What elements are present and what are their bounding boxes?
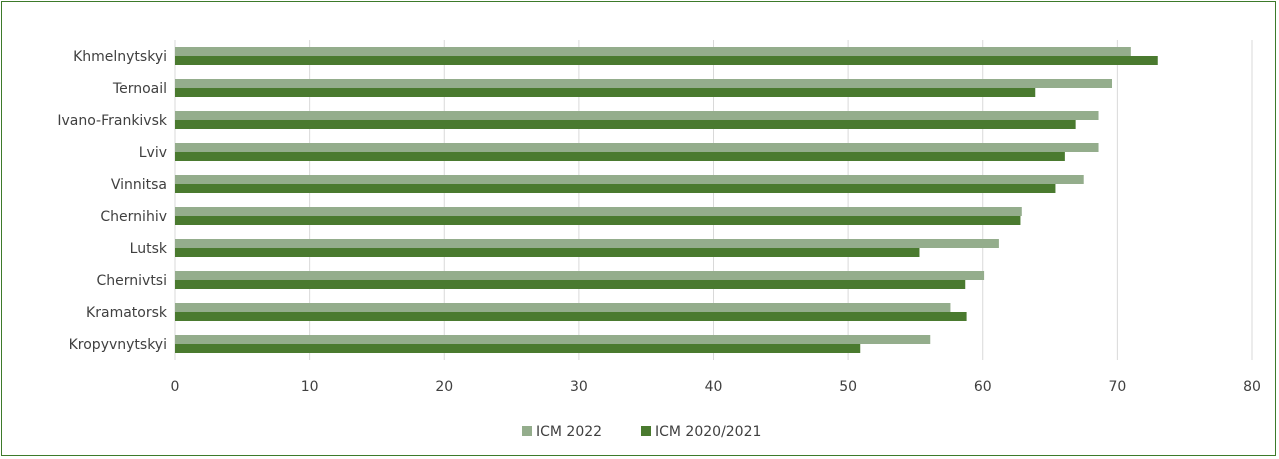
bar: [175, 271, 985, 280]
bar: [175, 88, 1036, 97]
x-tick-label: 70: [1108, 379, 1126, 395]
bar: [175, 175, 1084, 184]
bar: [175, 335, 931, 344]
bar: [175, 216, 1021, 225]
x-tick-label: 30: [570, 379, 588, 395]
category-label: Lutsk: [130, 241, 168, 257]
legend-label: ICM 2020/2021: [655, 424, 761, 440]
category-labels: Khmelnytskyi Ternoail Ivano-Frankivsk Lviv V…: [57, 49, 168, 353]
x-tick-label: 60: [974, 379, 992, 395]
legend: ICM 2022 ICM 2020/2021: [522, 424, 761, 440]
bar: [175, 120, 1076, 129]
bar: [175, 312, 967, 321]
category-label: Kramatorsk: [86, 305, 168, 321]
category-label: Ivano-Frankivsk: [57, 113, 168, 129]
bar: [175, 248, 920, 257]
x-tick-label: 80: [1243, 379, 1261, 395]
x-tick-label: 50: [839, 379, 857, 395]
x-tick-label: 40: [705, 379, 723, 395]
legend-label: ICM 2022: [536, 424, 602, 440]
bar: [175, 239, 999, 248]
bar: [175, 143, 1099, 152]
x-tick-label: 0: [171, 379, 180, 395]
bar: [175, 280, 966, 289]
bar: [175, 344, 861, 353]
category-label: Lviv: [139, 145, 167, 161]
bar: [175, 111, 1099, 120]
x-tick-label: 10: [301, 379, 319, 395]
bar: [175, 303, 951, 312]
bar: [175, 47, 1131, 56]
x-tick-labels: 0 10 20 30 40 50 60 70 80: [171, 379, 1261, 395]
bar: [175, 152, 1065, 161]
x-tick-label: 20: [435, 379, 453, 395]
bars: [175, 47, 1158, 353]
category-label: Chernihiv: [100, 209, 167, 225]
category-label: Ternoail: [112, 81, 167, 97]
category-label: Vinnitsa: [111, 177, 167, 193]
bar: [175, 79, 1112, 88]
bar: [175, 56, 1158, 65]
bar: [175, 184, 1056, 193]
legend-swatch: [641, 426, 651, 436]
legend-swatch: [522, 426, 532, 436]
category-label: Chernivtsi: [97, 273, 168, 289]
category-label: Khmelnytskyi: [73, 49, 167, 65]
category-label: Kropyvnytskyi: [69, 337, 167, 353]
bar: [175, 207, 1022, 216]
